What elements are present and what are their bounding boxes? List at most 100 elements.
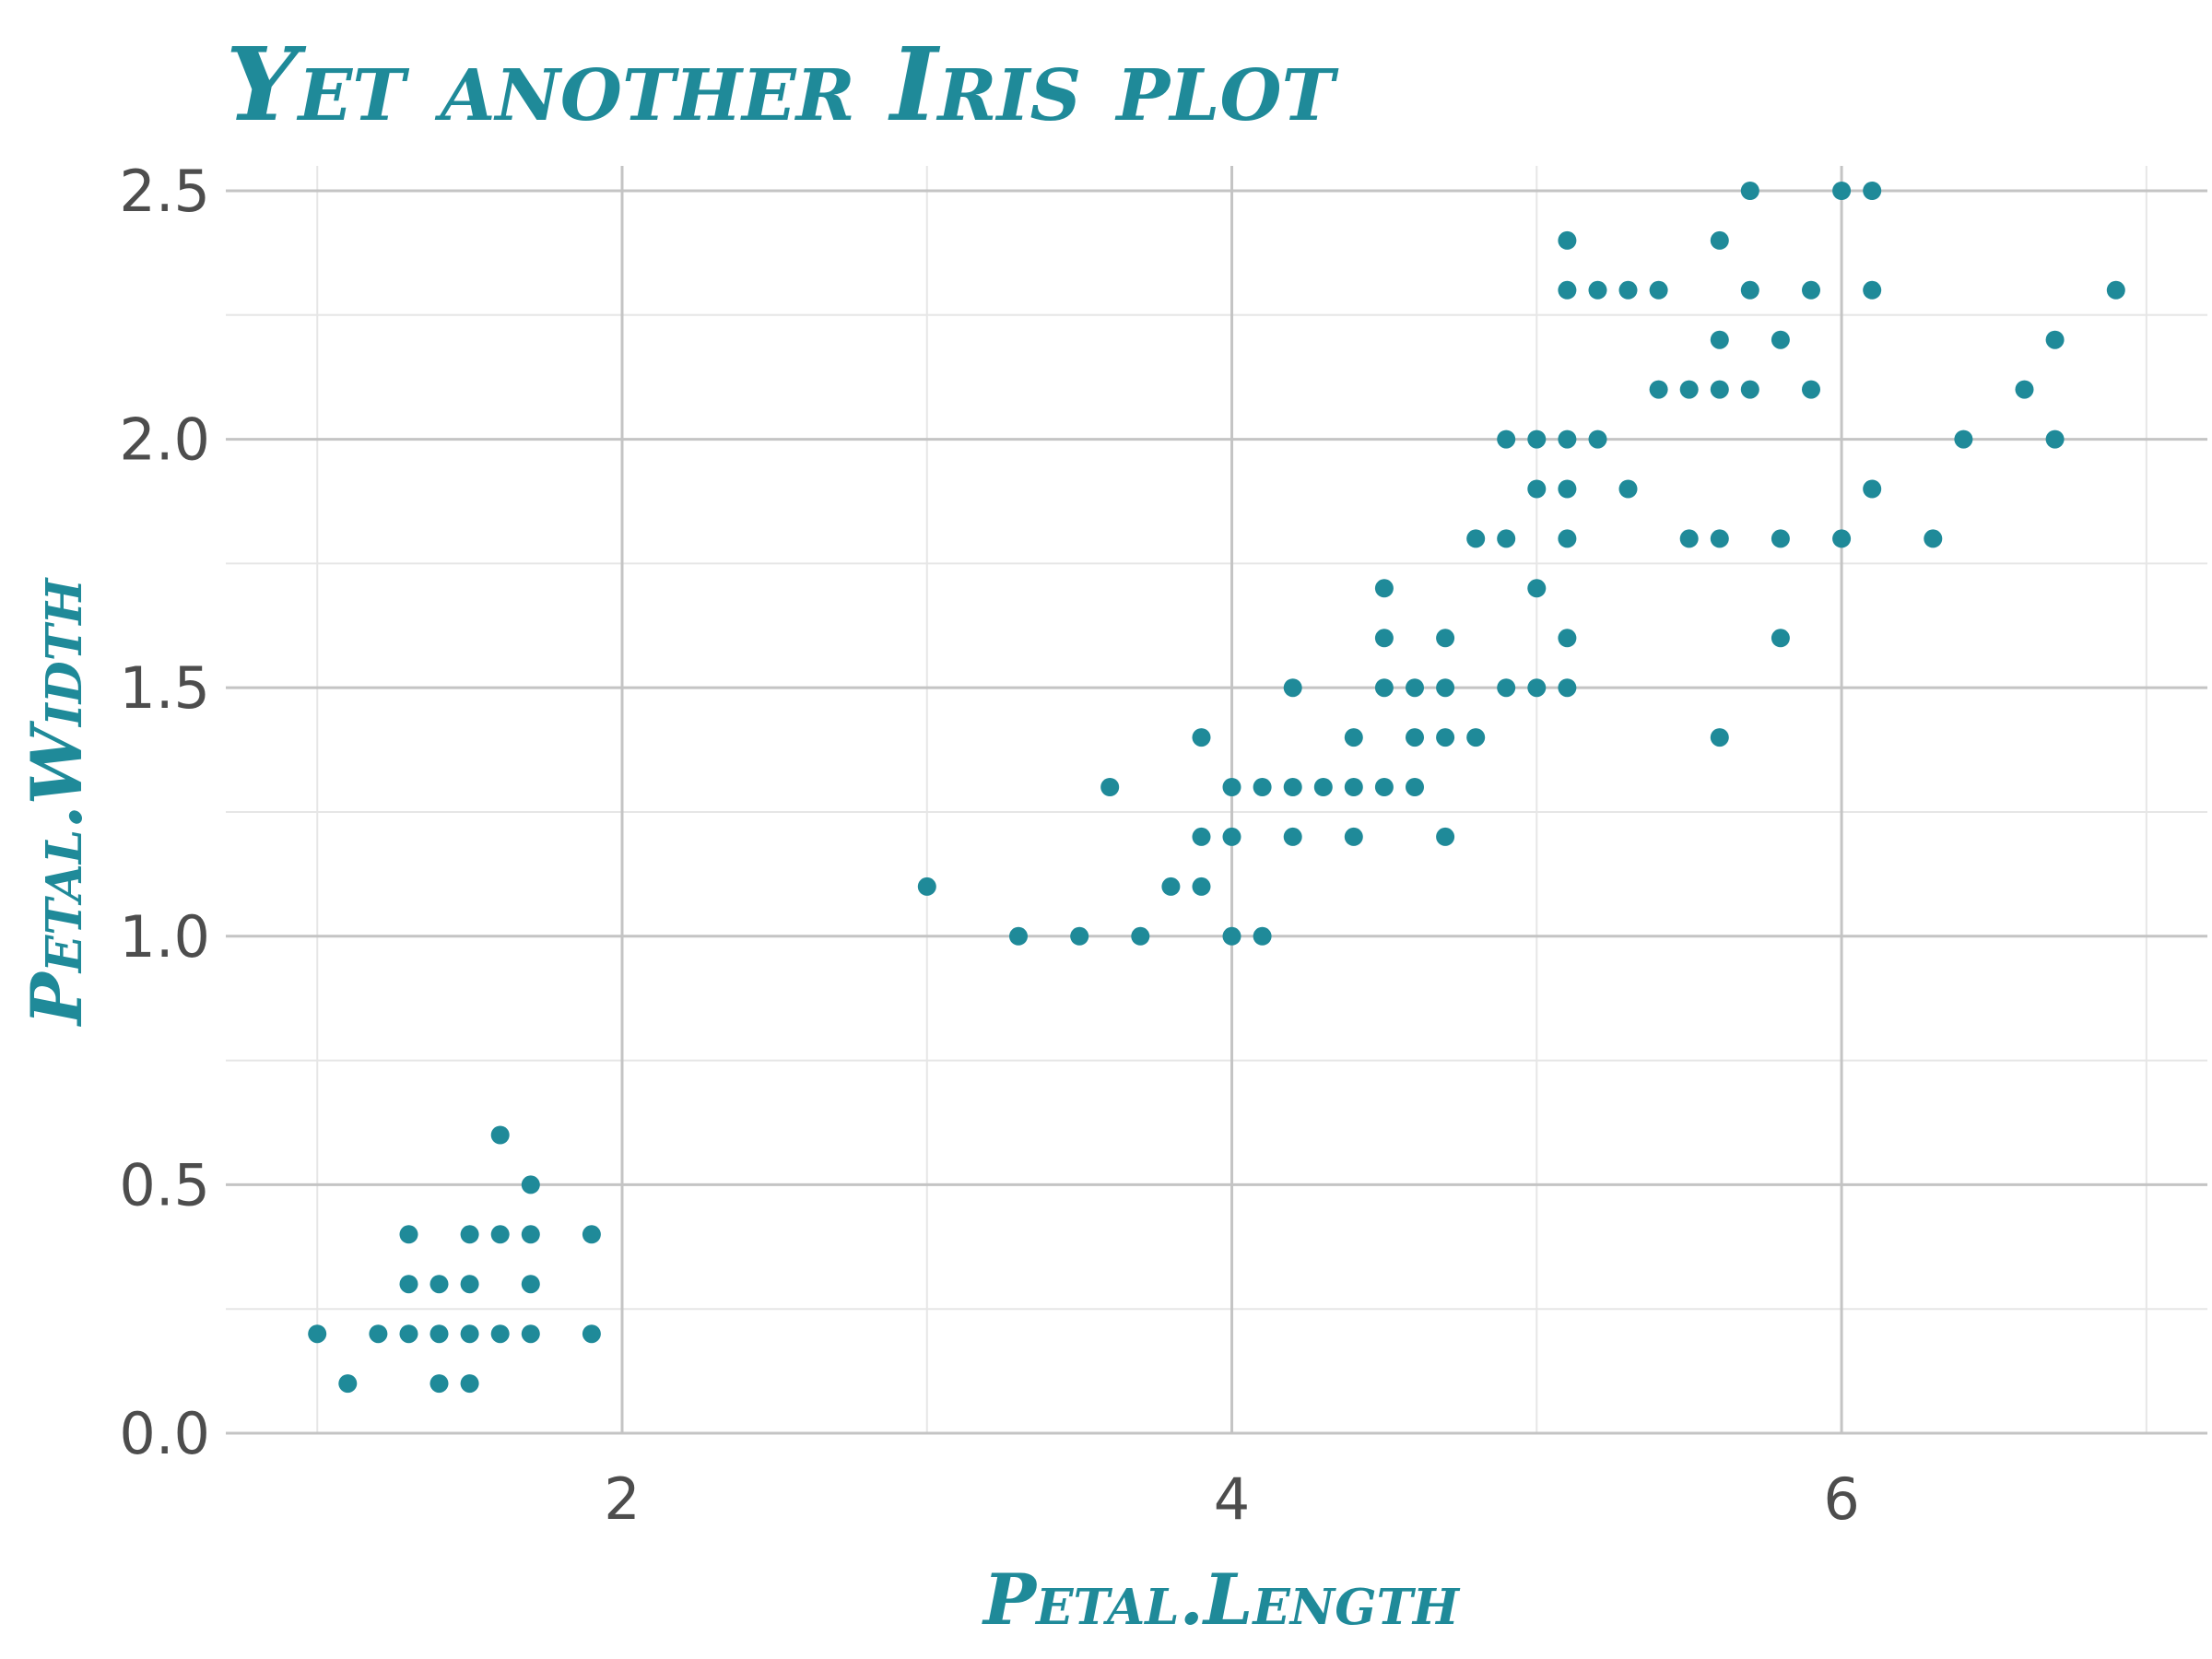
data-point xyxy=(1100,778,1120,796)
data-point xyxy=(490,1225,510,1244)
data-point xyxy=(1558,678,1577,698)
major-gridlines xyxy=(226,166,2207,1435)
data-point xyxy=(1618,280,1638,300)
data-point xyxy=(1192,827,1211,846)
data-point xyxy=(1070,926,1089,946)
data-point xyxy=(429,1374,449,1394)
data-point xyxy=(1802,280,1820,300)
data-point xyxy=(1283,778,1302,796)
x-tick-label: 2 xyxy=(604,1465,640,1533)
data-point xyxy=(1771,529,1790,548)
data-point xyxy=(521,1225,540,1244)
data-point xyxy=(1283,827,1302,846)
data-point xyxy=(1406,678,1424,698)
data-point xyxy=(1436,678,1455,698)
data-point xyxy=(1253,778,1272,796)
data-point xyxy=(1192,728,1211,747)
data-point xyxy=(1832,529,1852,548)
minor-gridlines xyxy=(226,166,2207,1433)
data-point xyxy=(1406,778,1424,796)
data-point xyxy=(460,1324,479,1344)
data-point xyxy=(1222,827,1241,846)
data-point xyxy=(460,1275,479,1294)
data-point xyxy=(1863,182,1882,200)
data-point xyxy=(1253,926,1272,946)
data-point xyxy=(1497,429,1516,449)
data-point xyxy=(1374,579,1394,598)
data-point xyxy=(460,1225,479,1244)
data-point xyxy=(399,1324,418,1344)
data-point xyxy=(1344,827,1363,846)
data-point xyxy=(308,1324,327,1344)
data-point xyxy=(1497,678,1516,698)
data-point xyxy=(1558,479,1577,499)
data-point xyxy=(1710,728,1729,747)
data-point xyxy=(1558,230,1577,250)
data-point xyxy=(1802,380,1820,399)
data-point xyxy=(1771,629,1790,648)
data-point xyxy=(1558,629,1577,648)
data-point xyxy=(1374,629,1394,648)
data-point xyxy=(582,1225,601,1244)
data-point xyxy=(917,877,936,896)
data-point xyxy=(2106,280,2125,300)
data-point xyxy=(1497,529,1516,548)
data-point xyxy=(1558,280,1577,300)
data-point xyxy=(521,1275,540,1294)
data-point xyxy=(1466,529,1486,548)
data-point xyxy=(1740,280,1759,300)
data-point xyxy=(1374,678,1394,698)
data-point xyxy=(1710,230,1729,250)
x-axis-ticks: 2 4 6 xyxy=(604,1465,1860,1533)
data-point xyxy=(1924,529,1943,548)
data-point xyxy=(429,1324,449,1344)
data-point xyxy=(1222,926,1241,946)
data-point xyxy=(1740,182,1759,200)
y-tick-label: 1.5 xyxy=(119,654,210,722)
data-point xyxy=(1131,926,1150,946)
data-point xyxy=(1863,479,1882,499)
data-point xyxy=(1771,330,1790,349)
data-point xyxy=(521,1175,540,1194)
data-point xyxy=(1588,280,1607,300)
x-tick-label: 6 xyxy=(1823,1465,1859,1533)
data-point xyxy=(521,1324,540,1344)
data-point xyxy=(2045,429,2065,449)
data-point xyxy=(582,1324,601,1344)
data-points xyxy=(308,182,2125,1394)
y-tick-label: 2.0 xyxy=(119,406,210,474)
data-point xyxy=(1192,877,1211,896)
data-point xyxy=(1406,728,1424,747)
data-point xyxy=(1527,678,1547,698)
data-point xyxy=(1558,429,1577,449)
data-point xyxy=(490,1324,510,1344)
data-point xyxy=(1710,380,1729,399)
data-point xyxy=(1618,479,1638,499)
y-tick-label: 2.5 xyxy=(119,158,210,225)
y-axis-ticks: 0.0 0.5 1.0 1.5 2.0 2.5 xyxy=(119,158,210,1467)
data-point xyxy=(1436,827,1455,846)
data-point xyxy=(1161,877,1181,896)
data-point xyxy=(1527,579,1547,598)
data-point xyxy=(1863,280,1882,300)
data-point xyxy=(1313,778,1333,796)
data-point xyxy=(460,1374,479,1394)
data-point xyxy=(1710,529,1729,548)
data-point xyxy=(1710,330,1729,349)
data-point xyxy=(490,1125,510,1145)
data-point xyxy=(399,1275,418,1294)
data-point xyxy=(399,1225,418,1244)
data-point xyxy=(1954,429,1973,449)
data-point xyxy=(429,1275,449,1294)
data-point xyxy=(1436,728,1455,747)
data-point xyxy=(1679,529,1699,548)
y-axis-title: Petal.Width xyxy=(16,577,98,1027)
data-point xyxy=(1527,479,1547,499)
data-point xyxy=(1374,778,1394,796)
chart-title: Yet another Iris plot xyxy=(226,25,1339,144)
data-point xyxy=(1344,778,1363,796)
data-point xyxy=(1740,380,1759,399)
data-point xyxy=(1436,629,1455,648)
y-tick-label: 0.0 xyxy=(119,1400,210,1467)
data-point xyxy=(369,1324,388,1344)
